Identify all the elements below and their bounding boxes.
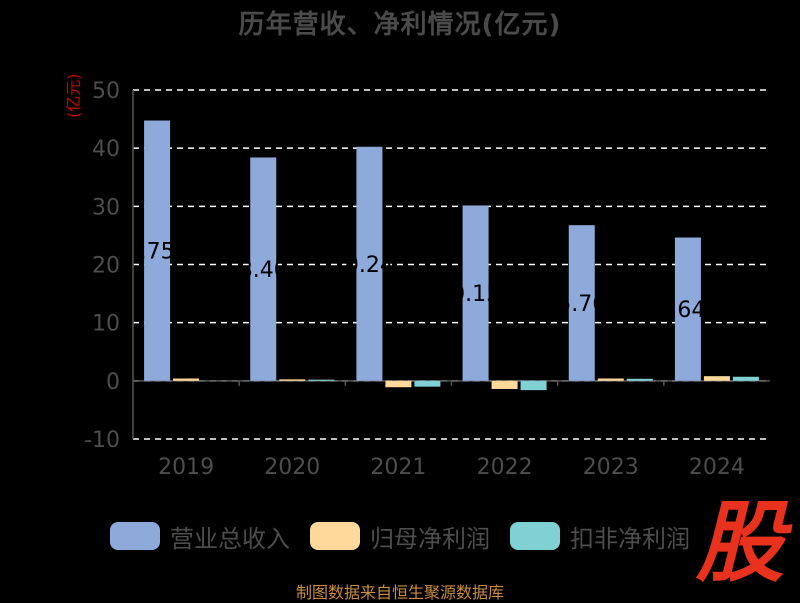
legend-item-net-profit[interactable]: 归母净利润 <box>310 519 490 553</box>
data-label: 0.24 <box>345 253 394 278</box>
y-tick-label: 40 <box>92 137 120 162</box>
legend-item-revenue[interactable]: 营业总收入 <box>110 519 290 553</box>
legend-item-deducted-profit[interactable]: 扣非净利润 <box>510 519 690 553</box>
x-tick-label: 2020 <box>264 455 320 480</box>
legend-label-deducted-profit: 扣非净利润 <box>570 519 690 554</box>
legend: 营业总收入 归母净利润 扣非净利润 <box>0 519 800 553</box>
y-tick-label: 50 <box>92 79 120 104</box>
bar <box>279 379 305 380</box>
x-tick-label: 2023 <box>583 455 639 480</box>
bar <box>492 381 518 389</box>
y-tick-label: 0 <box>106 370 120 395</box>
x-tick-label: 2021 <box>370 455 426 480</box>
data-label: .75 <box>140 240 175 265</box>
bar <box>704 376 730 381</box>
bar <box>598 379 624 381</box>
legend-label-revenue: 营业总收入 <box>170 519 290 554</box>
legend-swatch-revenue <box>110 522 160 550</box>
data-label: 8.40 <box>239 258 288 283</box>
bar <box>385 381 411 387</box>
x-tick-label: 2024 <box>689 455 745 480</box>
bar <box>308 380 334 381</box>
y-tick-label: -10 <box>84 428 120 453</box>
bar <box>627 379 653 381</box>
data-label: .64 <box>670 298 705 323</box>
y-tick-label: 10 <box>92 312 120 337</box>
legend-swatch-net-profit <box>310 522 360 550</box>
data-label: 0.15 <box>451 282 500 307</box>
data-source-note: 制图数据来自恒生聚源数据库 <box>0 579 800 603</box>
legend-label-net-profit: 归母净利润 <box>370 519 490 554</box>
bar <box>521 381 547 390</box>
bar <box>733 377 759 381</box>
y-tick-label: 30 <box>92 195 120 220</box>
legend-swatch-deducted-profit <box>510 522 560 550</box>
brand-logo: 股 <box>690 498 790 588</box>
x-tick-label: 2019 <box>158 455 214 480</box>
x-tick-label: 2022 <box>477 455 533 480</box>
bar <box>173 379 199 381</box>
y-tick-label: 20 <box>92 254 120 279</box>
data-label: 5.76 <box>557 292 606 317</box>
bar <box>414 381 440 387</box>
